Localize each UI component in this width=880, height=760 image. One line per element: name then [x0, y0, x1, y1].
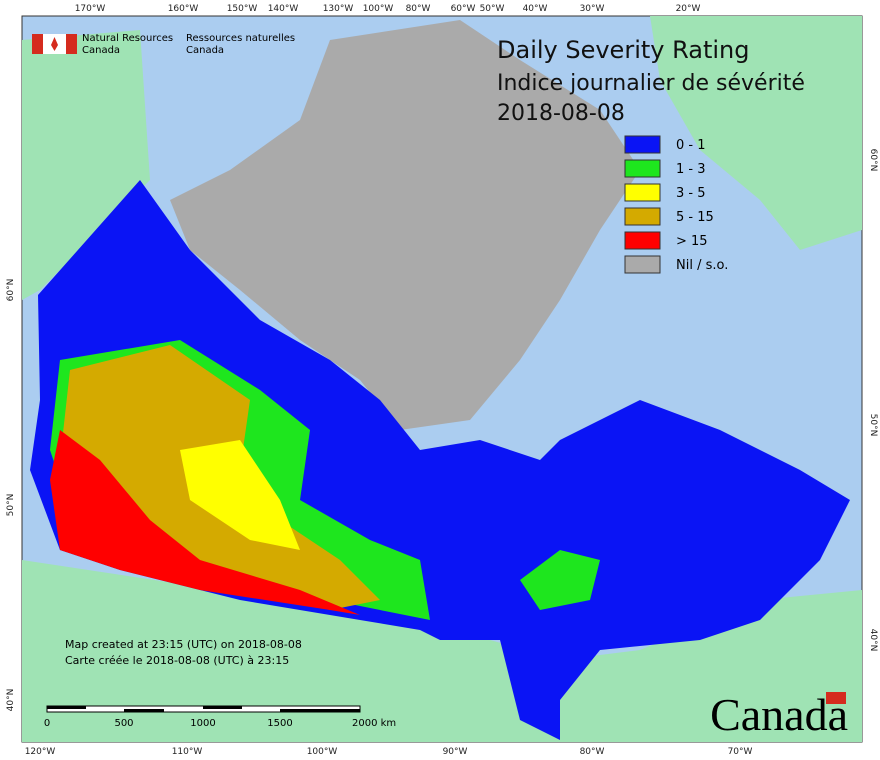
flag-leaf: [51, 37, 58, 51]
legend-swatch: [624, 135, 661, 154]
title: Daily Severity Rating: [497, 36, 749, 64]
graticule-label: 50°N: [868, 414, 878, 437]
legend-label: 0 - 1: [676, 138, 706, 153]
org-fr: Ressources naturelles: [186, 33, 295, 44]
graticule-label: 80°W: [406, 4, 431, 14]
graticule-label: 20°W: [676, 4, 701, 14]
date: 2018-08-08: [497, 101, 625, 126]
legend-label: 3 - 5: [676, 186, 706, 201]
flag-bar: [66, 34, 77, 54]
scale-label: 1000: [190, 718, 215, 729]
graticule-label: 30°W: [580, 4, 605, 14]
graticule-label: 50°W: [480, 4, 505, 14]
graticule-label: 60°N: [868, 149, 878, 172]
graticule-label: 40°N: [868, 629, 878, 652]
scale-label: 0: [44, 718, 50, 729]
graticule-label: 170°W: [75, 4, 106, 14]
graticule-label: 100°W: [363, 4, 394, 14]
legend-label: 5 - 15: [676, 210, 714, 225]
legend-swatch: [624, 159, 661, 178]
org-fr: Canada: [186, 45, 224, 56]
footnote-en: Map created at 23:15 (UTC) on 2018-08-08: [65, 638, 302, 651]
graticule-label: 130°W: [323, 4, 354, 14]
graticule-label: 140°W: [268, 4, 299, 14]
legend-swatch: [624, 255, 661, 274]
org-en: Natural Resources: [82, 33, 173, 44]
legend-label: 1 - 3: [676, 162, 706, 177]
footnote-fr: Carte créée le 2018-08-08 (UTC) à 23:15: [65, 654, 289, 667]
legend-swatch: [624, 231, 661, 250]
legend-swatch: [624, 183, 661, 202]
graticule-label: 100°W: [307, 747, 338, 757]
graticule-label: 60°N: [6, 279, 16, 302]
graticule-label: 150°W: [227, 4, 258, 14]
graticule-label: 120°W: [25, 747, 56, 757]
canada-mainland: [30, 180, 850, 740]
subtitle: Indice journalier de sévérité: [497, 71, 805, 96]
graticule-label: 60°W: [451, 4, 476, 14]
graticule-label: 50°N: [6, 494, 16, 517]
scale-bar: [46, 705, 361, 713]
scale-label: 2000 km: [352, 718, 396, 729]
neighbour-land: [22, 16, 862, 742]
graticule-label: 40°W: [523, 4, 548, 14]
arctic-islands: [170, 20, 640, 430]
org-en: Canada: [82, 45, 120, 56]
wordmark: Canada: [710, 689, 848, 740]
scale-label: 1500: [267, 718, 292, 729]
graticule-label: 90°W: [443, 747, 468, 757]
flag-bar: [32, 34, 43, 54]
graticule-label: 70°W: [728, 747, 753, 757]
severity-patches: [50, 340, 600, 620]
graticule-label: 40°N: [6, 689, 16, 712]
legend-label: > 15: [676, 234, 708, 249]
legend-swatch: [624, 207, 661, 226]
graticule-label: 110°W: [172, 747, 203, 757]
wordmark-flag: [826, 692, 846, 704]
graticule-label: 80°W: [580, 747, 605, 757]
graticule-label: 160°W: [168, 4, 199, 14]
scale-label: 500: [114, 718, 133, 729]
legend-label: Nil / s.o.: [676, 258, 728, 273]
